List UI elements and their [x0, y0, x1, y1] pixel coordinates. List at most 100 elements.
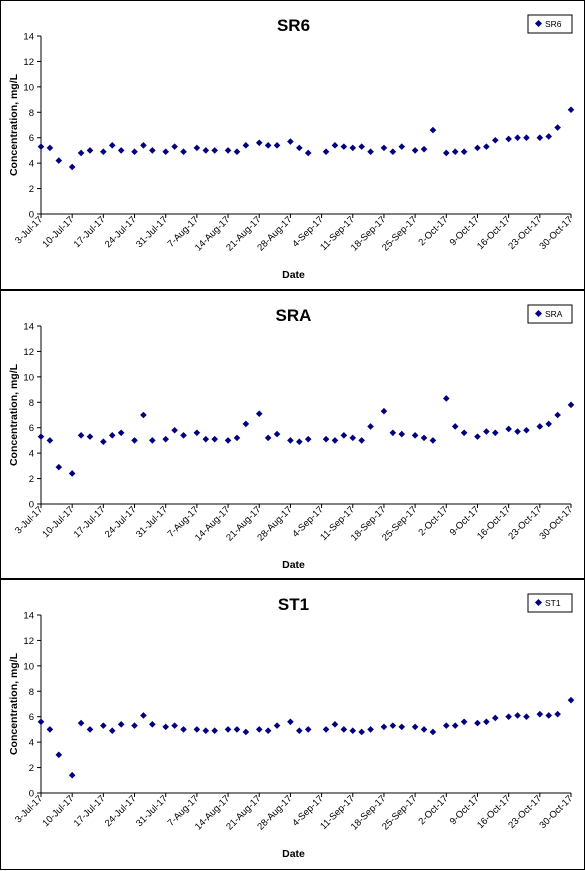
- data-point: [554, 710, 561, 718]
- x-tick-label: 24-Jul-17: [103, 504, 139, 540]
- y-tick-label: 6: [29, 712, 34, 723]
- data-point: [55, 751, 63, 759]
- data-point: [536, 423, 544, 430]
- data-point: [211, 147, 218, 154]
- data-point: [68, 771, 76, 779]
- data-point: [349, 144, 357, 152]
- data-point: [37, 143, 45, 150]
- y-tick-label: 4: [29, 449, 34, 460]
- chart-legend: ST1: [527, 593, 573, 613]
- chart-title: SRA: [276, 306, 312, 325]
- data-point: [46, 437, 54, 444]
- y-tick-label: 12: [23, 347, 34, 358]
- data-point: [193, 429, 201, 437]
- data-point: [523, 713, 530, 721]
- data-point: [131, 148, 138, 155]
- data-point: [37, 433, 45, 440]
- data-point: [171, 426, 178, 434]
- legend-label: SRA: [545, 309, 563, 319]
- data-point: [242, 420, 250, 428]
- data-point: [554, 124, 561, 131]
- data-point: [242, 142, 250, 149]
- data-point: [68, 470, 76, 477]
- data-point: [349, 434, 357, 442]
- data-point: [100, 148, 107, 155]
- data-point: [398, 430, 406, 438]
- data-point: [149, 721, 156, 728]
- y-tick-label: 14: [23, 32, 34, 43]
- data-point: [131, 722, 138, 729]
- x-tick-label: 31-Jul-17: [134, 214, 170, 250]
- chart-title: SR6: [277, 16, 310, 35]
- data-point: [442, 722, 450, 729]
- chart-svg: SR6024681012143-Jul-1710-Jul-1717-Jul-17…: [8, 14, 575, 281]
- y-tick-label: 10: [23, 372, 34, 383]
- data-point: [451, 423, 459, 430]
- chart-svg: SRA024681012143-Jul-1710-Jul-1717-Jul-17…: [8, 304, 575, 571]
- data-point: [567, 401, 575, 409]
- y-tick-label: 12: [23, 57, 34, 68]
- data-point: [233, 434, 241, 442]
- legend-label: ST1: [545, 598, 561, 608]
- data-point: [442, 149, 450, 157]
- y-tick-label: 2: [29, 184, 34, 195]
- data-point: [140, 411, 147, 419]
- data-point: [55, 463, 63, 471]
- data-point: [567, 106, 575, 114]
- x-axis-title: Date: [282, 559, 305, 571]
- data-point: [304, 726, 312, 733]
- x-axis-title: Date: [282, 269, 305, 281]
- data-point: [86, 726, 94, 733]
- data-point: [224, 726, 232, 733]
- y-tick-label: 10: [23, 661, 34, 672]
- y-tick-label: 14: [23, 322, 34, 333]
- data-point: [398, 143, 406, 150]
- legend-marker: [534, 309, 543, 318]
- data-point: [420, 145, 428, 153]
- y-tick-label: 8: [29, 398, 34, 409]
- data-point: [367, 423, 374, 430]
- data-point: [474, 433, 481, 440]
- data-point: [567, 696, 575, 704]
- data-point: [202, 147, 210, 154]
- data-point: [108, 727, 116, 734]
- data-point: [411, 723, 419, 731]
- chart-legend: SR6: [527, 14, 573, 34]
- data-point: [162, 148, 170, 155]
- data-point: [224, 147, 232, 154]
- data-point: [171, 143, 178, 150]
- data-point: [117, 429, 125, 437]
- data-point: [77, 432, 85, 439]
- x-tick-label: 31-Jul-17: [134, 793, 170, 829]
- data-point: [180, 148, 187, 155]
- data-point: [389, 722, 397, 729]
- x-tick-label: 2-Oct-17: [416, 504, 450, 538]
- data-point: [46, 726, 54, 733]
- data-point: [108, 142, 116, 149]
- data-point: [255, 139, 263, 147]
- series-st1: [37, 696, 575, 779]
- data-point: [77, 149, 85, 157]
- y-tick-label: 2: [29, 763, 34, 774]
- y-tick-label: 8: [29, 108, 34, 119]
- data-point: [411, 147, 419, 154]
- data-point: [483, 143, 490, 150]
- data-point: [460, 429, 468, 437]
- data-point: [46, 144, 54, 152]
- data-point: [483, 718, 490, 726]
- data-point: [545, 712, 553, 719]
- legend-box: [527, 593, 573, 613]
- data-point: [202, 435, 210, 443]
- x-tick-label: 2-Oct-17: [416, 793, 450, 827]
- series-sr6: [37, 106, 575, 171]
- x-tick-label: 30-Oct-17: [537, 504, 575, 542]
- data-point: [287, 437, 294, 444]
- data-point: [460, 718, 468, 726]
- data-point: [322, 148, 330, 155]
- data-point: [211, 727, 218, 734]
- data-point: [420, 726, 428, 733]
- x-tick-label: 24-Jul-17: [103, 793, 139, 829]
- data-point: [264, 727, 272, 734]
- data-point: [55, 157, 63, 164]
